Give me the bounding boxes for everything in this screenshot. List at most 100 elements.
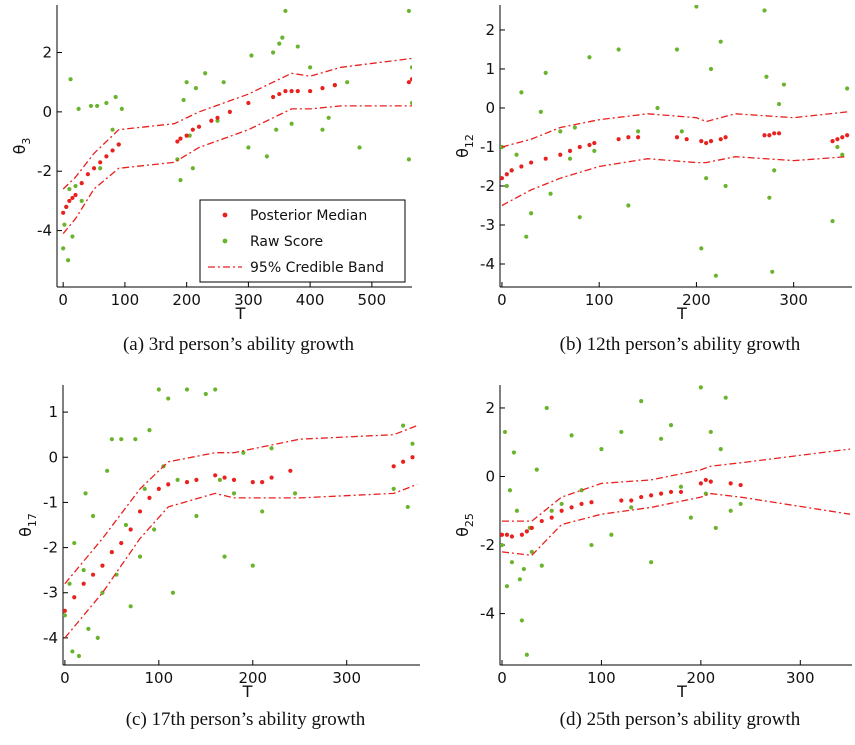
x-tick-label: 0 [60, 669, 70, 687]
data-point [119, 437, 124, 442]
data-point [718, 446, 723, 452]
data-point [308, 65, 313, 70]
data-point [529, 549, 534, 555]
data-point [543, 70, 548, 75]
data-point [767, 133, 772, 138]
data-point [175, 477, 180, 482]
data-point [500, 176, 505, 181]
data-point [772, 168, 777, 173]
data-point [133, 437, 138, 442]
data-point [569, 433, 574, 438]
caption: (a) 3rd person’s ability growth [123, 334, 355, 355]
data-point [504, 183, 509, 189]
data-point [684, 137, 689, 142]
y-tick-label: -4 [43, 629, 58, 647]
y-tick-label: -4 [480, 255, 495, 273]
x-tick-label: 100 [111, 291, 140, 309]
data-point [635, 129, 641, 134]
data-point [241, 450, 246, 455]
data-point [67, 581, 72, 586]
data-point [104, 100, 109, 106]
data-point [213, 473, 218, 478]
legend-label: Posterior Median [250, 208, 367, 224]
data-point [539, 563, 544, 568]
data-point [723, 395, 728, 400]
data-point [72, 595, 77, 600]
data-point [738, 501, 743, 507]
data-point [64, 204, 69, 209]
data-point [639, 494, 644, 500]
data-point [193, 86, 199, 91]
data-point [147, 495, 152, 501]
y-tick-label: 0 [42, 103, 52, 121]
data-point [629, 498, 634, 503]
data-point [178, 178, 183, 183]
data-point [260, 509, 265, 514]
data-point [678, 484, 684, 489]
data-point [658, 436, 664, 441]
data-point [213, 387, 218, 392]
y-tick-label: -1 [480, 138, 495, 156]
data-point [626, 135, 631, 140]
data-point [406, 8, 412, 14]
data-point [543, 156, 548, 161]
data-point [649, 560, 654, 565]
data-point [524, 652, 529, 657]
data-point [519, 618, 524, 623]
y-tick-label: 0 [485, 468, 495, 486]
data-point [68, 77, 73, 82]
data-point [835, 144, 840, 150]
data-point [113, 94, 118, 100]
data-point [70, 195, 75, 201]
data-point [222, 475, 227, 480]
data-point [704, 176, 709, 181]
data-point [123, 522, 129, 528]
plot-area [63, 387, 418, 659]
data-point [635, 135, 641, 140]
plot-area [500, 5, 850, 278]
y-tick-label: -2 [480, 536, 495, 554]
data-point [289, 88, 294, 94]
data-point [569, 505, 574, 510]
data-point [170, 590, 176, 595]
data-point [674, 135, 680, 140]
data-point [674, 47, 680, 52]
x-tick-label: 100 [587, 669, 616, 687]
data-point [119, 540, 124, 546]
data-point [391, 486, 396, 491]
data-point [203, 391, 208, 397]
data-point [231, 477, 237, 482]
data-point [770, 269, 775, 274]
x-tick-label: 300 [779, 291, 808, 309]
band-line [64, 483, 418, 639]
data-point [98, 160, 103, 165]
x-tick-label: 0 [58, 291, 68, 309]
data-point [589, 500, 594, 505]
data-point [295, 44, 300, 49]
data-point [95, 635, 100, 641]
data-point [196, 124, 202, 129]
data-point [152, 527, 157, 532]
x-tick-label: 500 [358, 291, 387, 309]
data-point [246, 145, 251, 150]
band-line [502, 448, 851, 522]
data-point [579, 488, 584, 493]
band-line [62, 105, 412, 235]
data-point [86, 626, 91, 631]
data-point [280, 35, 285, 40]
data-point [184, 387, 190, 392]
data-point [61, 210, 66, 215]
data-point [70, 649, 75, 654]
data-point [405, 504, 410, 510]
data-point [270, 50, 276, 55]
data-point [104, 154, 109, 159]
data-point [320, 86, 325, 91]
data-point [105, 468, 110, 473]
data-point [292, 491, 298, 496]
data-point [738, 482, 743, 488]
data-point [85, 172, 90, 177]
